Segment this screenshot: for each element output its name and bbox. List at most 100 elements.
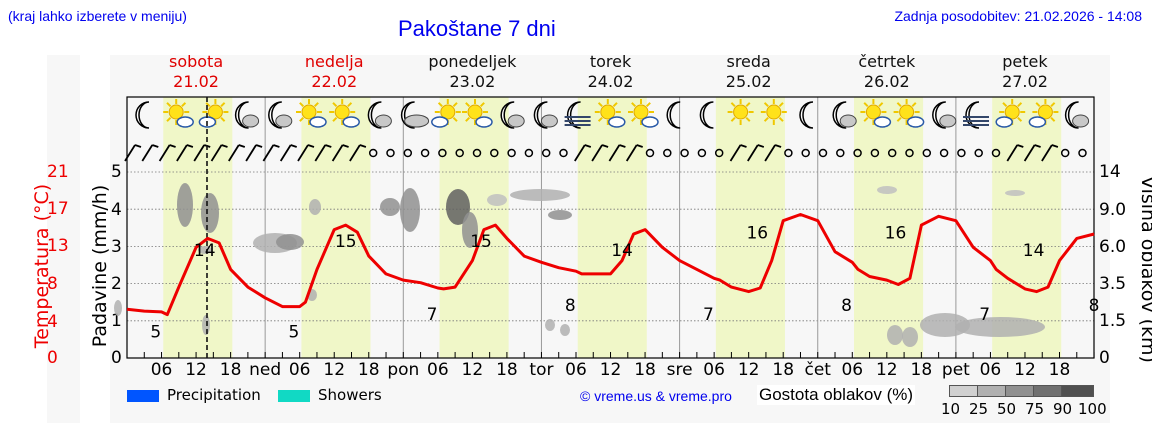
temp-tick: 0 bbox=[47, 348, 58, 368]
temp-tick: 17 bbox=[47, 199, 69, 219]
x-tick-label: 06 bbox=[979, 360, 1002, 380]
sun-icon bbox=[760, 99, 787, 125]
cloud-sun-icon bbox=[431, 99, 461, 128]
cloud-height-tick: 9.0 bbox=[1099, 200, 1127, 220]
x-tick-label: 12 bbox=[323, 360, 346, 380]
density-swatch-50 bbox=[1005, 385, 1034, 397]
moon-cloud-icon bbox=[932, 101, 957, 129]
svg-text:15: 15 bbox=[335, 232, 357, 252]
cloud-height-tick: 0 bbox=[1099, 348, 1110, 368]
svg-text:7: 7 bbox=[979, 305, 990, 325]
x-tick-label: 18 bbox=[772, 360, 795, 380]
precip-tick: 1 bbox=[111, 311, 122, 331]
x-tick-label: 18 bbox=[219, 360, 242, 380]
moon-icon bbox=[699, 101, 714, 129]
temp-tick: 8 bbox=[47, 274, 58, 294]
x-tick-label: 06 bbox=[427, 360, 449, 380]
x-tick-label: 12 bbox=[185, 360, 207, 380]
x-tick-label: 12 bbox=[1014, 360, 1036, 380]
temperature-axis-panel bbox=[47, 55, 80, 423]
x-tick-label: tor bbox=[529, 360, 554, 380]
svg-text:16: 16 bbox=[746, 223, 768, 243]
x-tick-label: 06 bbox=[288, 360, 311, 380]
day-label: četrtek 26.02 bbox=[858, 52, 916, 91]
sun-cloud-icon bbox=[462, 99, 493, 128]
temperature-labels: 5 14 5 15 7 15 8 14 7 16 8 16 7 14 8 bbox=[150, 223, 1099, 342]
cloud-sun-icon bbox=[995, 99, 1026, 128]
temp-tick: 13 bbox=[47, 236, 69, 256]
day-label: torek 24.02 bbox=[587, 52, 634, 91]
copyright-link[interactable]: © vreme.us & vreme.pro bbox=[580, 388, 732, 404]
x-tick-label: 06 bbox=[150, 360, 173, 380]
density-swatch-10 bbox=[949, 385, 978, 397]
moon-cloud-icon bbox=[832, 101, 857, 129]
x-tick-label: čet bbox=[804, 360, 831, 380]
x-tick-label: 12 bbox=[461, 360, 484, 380]
svg-text:8: 8 bbox=[1089, 296, 1100, 316]
day-label: ponedeljek 23.02 bbox=[428, 52, 517, 91]
precipitation-swatch bbox=[127, 390, 159, 402]
x-tick-label: 12 bbox=[875, 360, 898, 380]
x-tick-label: 18 bbox=[496, 360, 518, 380]
moon-fog-icon bbox=[564, 101, 591, 129]
day-label: nedelja 22.02 bbox=[304, 52, 364, 91]
daytime-shading bbox=[163, 97, 1062, 358]
moon-fog-icon bbox=[963, 101, 989, 129]
density-label: 90 bbox=[1053, 400, 1073, 418]
svg-text:7: 7 bbox=[427, 305, 438, 325]
moon-cloud-icon bbox=[268, 101, 293, 129]
sun-cloud-icon bbox=[329, 99, 360, 128]
x-tick-label: ned bbox=[249, 360, 282, 380]
cloud-height-tick: 14 bbox=[1099, 162, 1121, 182]
svg-text:14: 14 bbox=[194, 241, 216, 261]
cloud-density-patches bbox=[114, 183, 1045, 347]
x-tick-label: 06 bbox=[565, 360, 587, 380]
moon-icon bbox=[666, 101, 681, 129]
precip-tick: 5 bbox=[111, 162, 122, 182]
cloud-density-title: Gostota oblakov (%) bbox=[757, 385, 916, 405]
svg-text:5: 5 bbox=[289, 323, 300, 343]
svg-text:15: 15 bbox=[470, 232, 492, 252]
precip-tick: 3 bbox=[111, 237, 122, 257]
moon-cloud-icon bbox=[234, 101, 260, 129]
moon-icon bbox=[799, 101, 814, 129]
x-tick-label: 06 bbox=[841, 360, 864, 380]
svg-text:14: 14 bbox=[1023, 241, 1045, 261]
day-label: petek 27.02 bbox=[1002, 52, 1048, 91]
precipitation-label: Precipitation bbox=[167, 386, 261, 404]
sun-cloud-icon bbox=[628, 99, 659, 128]
temperature-line bbox=[126, 213, 1095, 317]
temp-tick: 21 bbox=[47, 162, 69, 182]
x-tick-label: pon bbox=[387, 360, 420, 380]
x-tick-label: 18 bbox=[357, 360, 380, 380]
cloud-sun-icon bbox=[198, 99, 229, 128]
precip-tick: 2 bbox=[111, 274, 122, 294]
sun-cloud-icon bbox=[296, 99, 327, 128]
x-tick-label: pet bbox=[941, 360, 970, 380]
density-swatch-25 bbox=[977, 385, 1006, 397]
temp-tick: 4 bbox=[47, 312, 58, 332]
moon-cloud-icon bbox=[500, 101, 525, 129]
cloud-height-tick: 1.5 bbox=[1099, 311, 1127, 331]
cloud-height-tick: 3.5 bbox=[1099, 274, 1127, 294]
cloud-sun-icon bbox=[1028, 99, 1059, 128]
x-tick-label: 12 bbox=[599, 360, 622, 380]
last-update: Zadnja posodobitev: 21.02.2026 - 14:08 bbox=[894, 8, 1142, 24]
svg-text:8: 8 bbox=[565, 296, 576, 316]
moon-cloud-big-icon bbox=[400, 101, 430, 129]
density-swatch-90 bbox=[1061, 385, 1094, 397]
x-tick-label: 18 bbox=[1048, 360, 1071, 380]
location-hint: (kraj lahko izberete v meniju) bbox=[8, 8, 187, 24]
x-tick-label: 18 bbox=[634, 360, 656, 380]
moon-cloud-icon bbox=[533, 101, 558, 129]
density-label: 100 bbox=[1078, 400, 1107, 418]
showers-swatch bbox=[278, 390, 310, 402]
density-label: 10 bbox=[941, 400, 961, 418]
moon-icon bbox=[135, 101, 150, 129]
page-title: Pakoštane 7 dni bbox=[398, 16, 556, 41]
precip-tick: 4 bbox=[111, 200, 122, 220]
svg-text:16: 16 bbox=[885, 223, 907, 243]
sun-cloud-icon bbox=[860, 99, 892, 128]
sun-icon bbox=[727, 99, 754, 125]
